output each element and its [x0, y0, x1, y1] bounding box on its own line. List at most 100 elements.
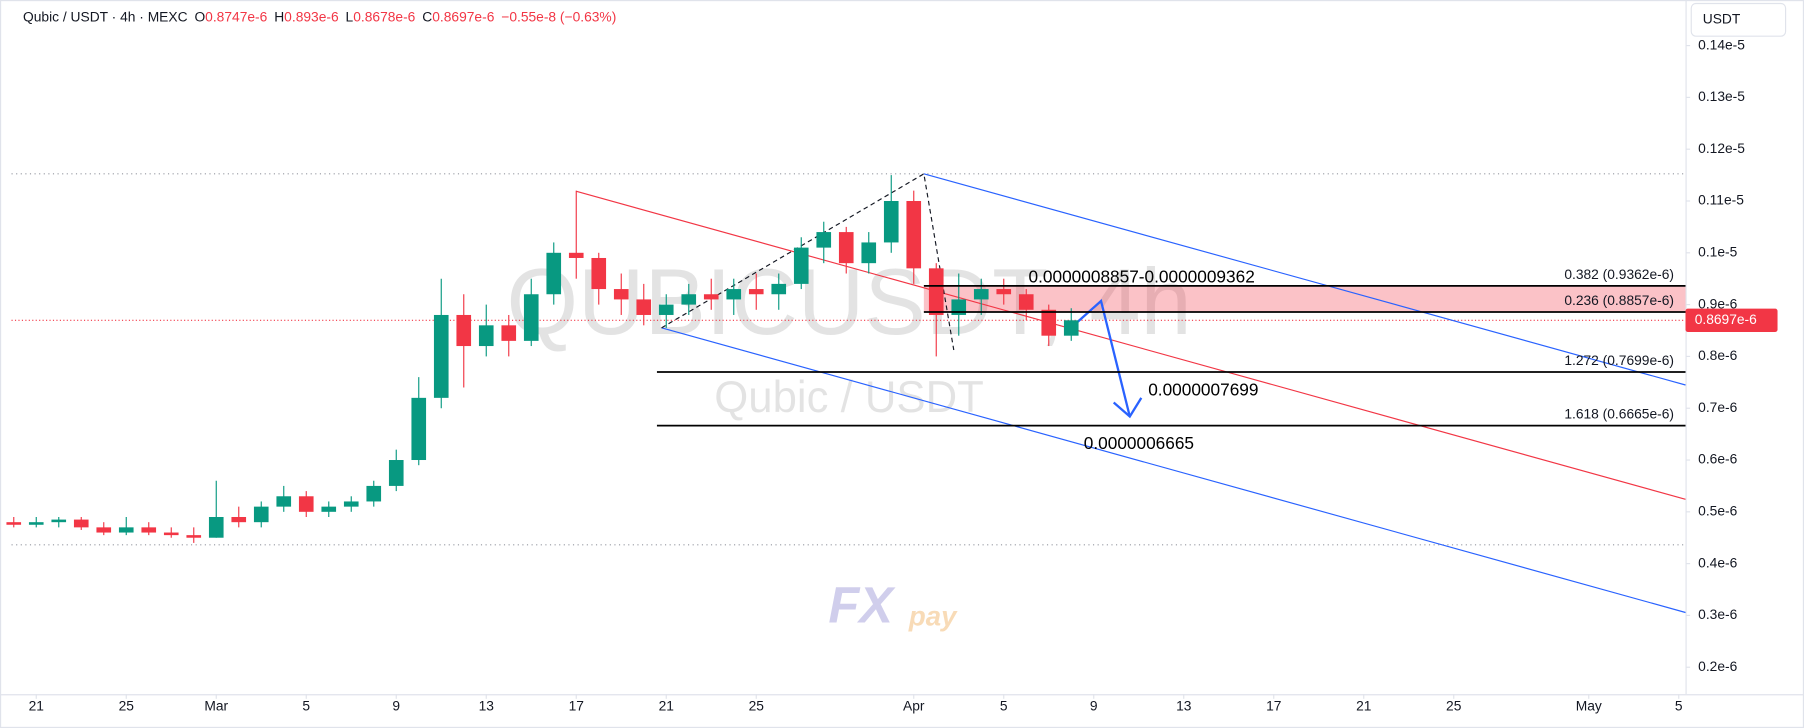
candle-body	[1041, 309, 1057, 336]
drawings-above: 0.0000008857-0.0000009362 0.382 (0.9362e-…	[656, 266, 1686, 453]
low-label: L	[346, 8, 354, 24]
candles	[6, 175, 1079, 543]
candle-body	[298, 496, 314, 512]
candle-body	[276, 496, 292, 507]
drawings-below	[11, 285, 1686, 321]
candle-body	[928, 268, 944, 315]
candle-body	[366, 485, 382, 502]
channel-upper-line	[923, 173, 1686, 386]
high-value: 0.893e-6	[284, 8, 339, 24]
x-tick-label: 9	[1090, 698, 1098, 714]
x-tick-label: May	[1576, 698, 1602, 714]
target-label: 0.0000006665	[1084, 433, 1194, 453]
candle-body	[771, 283, 787, 295]
candle-body	[726, 289, 742, 300]
candle-body	[793, 247, 809, 284]
x-tick-label: 17	[1266, 698, 1282, 714]
candle-body	[208, 516, 224, 538]
x-tick-label: 5	[1000, 698, 1008, 714]
candle-body	[478, 325, 494, 347]
candle-body	[748, 289, 764, 295]
watermark-name: Qubic / USDT	[714, 373, 984, 422]
logo: FX pay	[828, 576, 958, 633]
candle-body	[343, 501, 359, 507]
high-label: H	[274, 8, 284, 24]
fib-level-label: 1.272 (0.7699e-6)	[1564, 352, 1674, 368]
candle-body	[433, 314, 449, 398]
candle-body	[456, 314, 472, 347]
candle-body	[636, 299, 652, 315]
candle-body	[73, 519, 89, 528]
last-price-label: 0.8697e-6	[1695, 311, 1757, 327]
fib-swing-line	[661, 172, 955, 351]
y-tick-label: 0.8e-6	[1698, 347, 1737, 363]
y-tick-label: 0.7e-6	[1698, 399, 1737, 415]
y-tick-label: 0.12e-5	[1698, 140, 1745, 156]
x-tick-label: 25	[749, 698, 765, 714]
candle-body	[321, 506, 337, 512]
fib-level-label: 0.236 (0.8857e-6)	[1564, 292, 1674, 308]
x-tick-label: Apr	[903, 698, 925, 714]
candle-body	[838, 232, 854, 264]
axes: 0.14e-5 0.13e-5 0.12e-5 0.11e-5 0.1e-5 0.9e-6…	[29, 36, 1778, 714]
candle-body	[523, 294, 539, 341]
candle-body	[28, 522, 44, 525]
y-tick-label: 0.3e-6	[1698, 606, 1737, 622]
candle-body	[388, 460, 404, 486]
candle-body	[51, 519, 67, 523]
fib-level-label: 0.382 (0.9362e-6)	[1564, 266, 1674, 282]
y-tick-label: 0.4e-6	[1698, 554, 1737, 570]
candle-body	[703, 294, 719, 300]
candle-body	[141, 527, 157, 533]
x-tick-label: 13	[479, 698, 495, 714]
candle-body	[546, 252, 562, 295]
candle-body	[1063, 320, 1079, 336]
y-tick-label: 0.13e-5	[1698, 88, 1745, 104]
y-tick-label: 0.6e-6	[1698, 451, 1737, 467]
candle-body	[411, 397, 427, 461]
candle-body	[186, 535, 202, 538]
x-tick-label: 5	[302, 698, 310, 714]
x-tick-label: 25	[119, 698, 135, 714]
open-label: O	[194, 8, 205, 24]
drawings	[11, 172, 1686, 614]
y-tick-label: 0.1e-5	[1698, 243, 1737, 259]
target-label: 0.0000007699	[1148, 379, 1258, 399]
candle-body	[591, 257, 607, 290]
candle-body	[501, 325, 517, 341]
close-label: C	[422, 8, 432, 24]
last-price-tag	[1685, 308, 1778, 332]
candle-body	[231, 516, 247, 523]
symbol: Qubic / USDT · 4h · MEXC	[23, 8, 188, 24]
candle-body	[613, 289, 629, 300]
x-tick-label: 5	[1675, 698, 1683, 714]
x-tick-label: Mar	[204, 698, 228, 714]
x-tick-label: 17	[569, 698, 585, 714]
currency-button-label[interactable]: USDT	[1703, 10, 1741, 26]
x-tick-label: 13	[1176, 698, 1192, 714]
candle-body	[118, 527, 134, 533]
x-tick-label: 21	[1356, 698, 1372, 714]
x-tick-label: 9	[392, 698, 400, 714]
candle-body	[681, 294, 697, 305]
candle-body	[996, 289, 1012, 295]
fib-level-label: 1.618 (0.6665e-6)	[1564, 406, 1674, 422]
y-tick-label: 0.11e-5	[1698, 192, 1744, 208]
candle-body	[568, 252, 584, 258]
y-tick-label: 0.9e-6	[1698, 295, 1737, 311]
arrow-head	[1112, 397, 1143, 419]
projection-arrow	[1071, 298, 1131, 417]
legend-text: Qubic / USDT · 4h · MEXC O0.8747e-6 H0.893…	[23, 8, 616, 24]
channel-mid-line	[576, 190, 1686, 500]
currency-button-box[interactable]	[1690, 2, 1787, 37]
x-tick-label: 21	[29, 698, 45, 714]
candle-body	[6, 522, 22, 525]
legend: Qubic / USDT · 4h · MEXC O0.8747e-6 H0.893…	[23, 8, 616, 24]
candle-body	[883, 200, 899, 243]
y-tick-label: 0.2e-6	[1698, 658, 1737, 674]
channel-lower-line	[661, 327, 1686, 614]
currency-button[interactable]: USDT	[1690, 2, 1787, 37]
